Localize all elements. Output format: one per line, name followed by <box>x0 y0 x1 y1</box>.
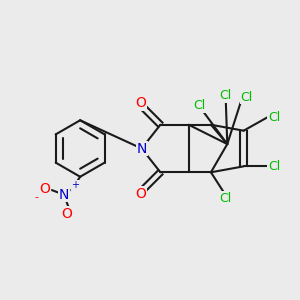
Text: O: O <box>136 187 146 201</box>
Text: O: O <box>136 96 146 110</box>
Text: +: + <box>71 180 79 190</box>
Text: Cl: Cl <box>241 91 253 103</box>
Text: N: N <box>136 142 147 155</box>
Text: Cl: Cl <box>268 111 280 124</box>
Text: O: O <box>61 207 72 221</box>
Text: Cl: Cl <box>220 89 232 102</box>
Text: O: O <box>39 182 50 196</box>
Text: Cl: Cl <box>220 192 232 205</box>
Text: Cl: Cl <box>268 160 280 173</box>
Text: N: N <box>58 188 69 202</box>
Text: -: - <box>34 192 38 202</box>
Text: Cl: Cl <box>193 99 205 112</box>
